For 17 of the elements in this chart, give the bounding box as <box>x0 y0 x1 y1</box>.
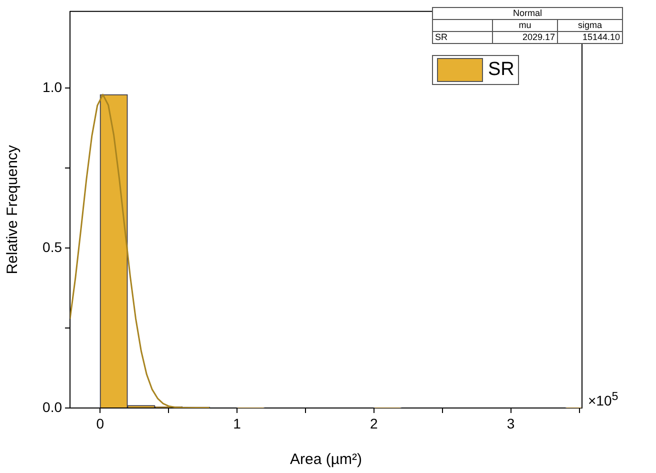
x-axis-title: Area (µm²) <box>290 451 362 468</box>
x-tick-label: 0 <box>96 415 104 432</box>
y-axis-title: Relative Frequency <box>4 144 22 274</box>
annotation: Normal <box>432 8 622 20</box>
annotation: SR <box>432 32 492 44</box>
annotation: sigma <box>558 20 622 32</box>
annotation: mu <box>492 20 558 32</box>
x-tick-label: 1 <box>233 415 242 432</box>
text: ×10$^{5}$ <box>588 390 618 409</box>
x-tick-label: 2 <box>370 415 378 432</box>
legend-label: SR <box>488 59 514 81</box>
annotation: 2029.17 <box>492 32 558 44</box>
y-tick-label: 1.0 <box>42 79 62 96</box>
y-tick-label: 0.5 <box>42 238 62 255</box>
y-tick-label: 0.0 <box>42 398 62 415</box>
x-tick-label: 3 <box>506 415 515 432</box>
text: 15144.10 <box>558 32 622 44</box>
